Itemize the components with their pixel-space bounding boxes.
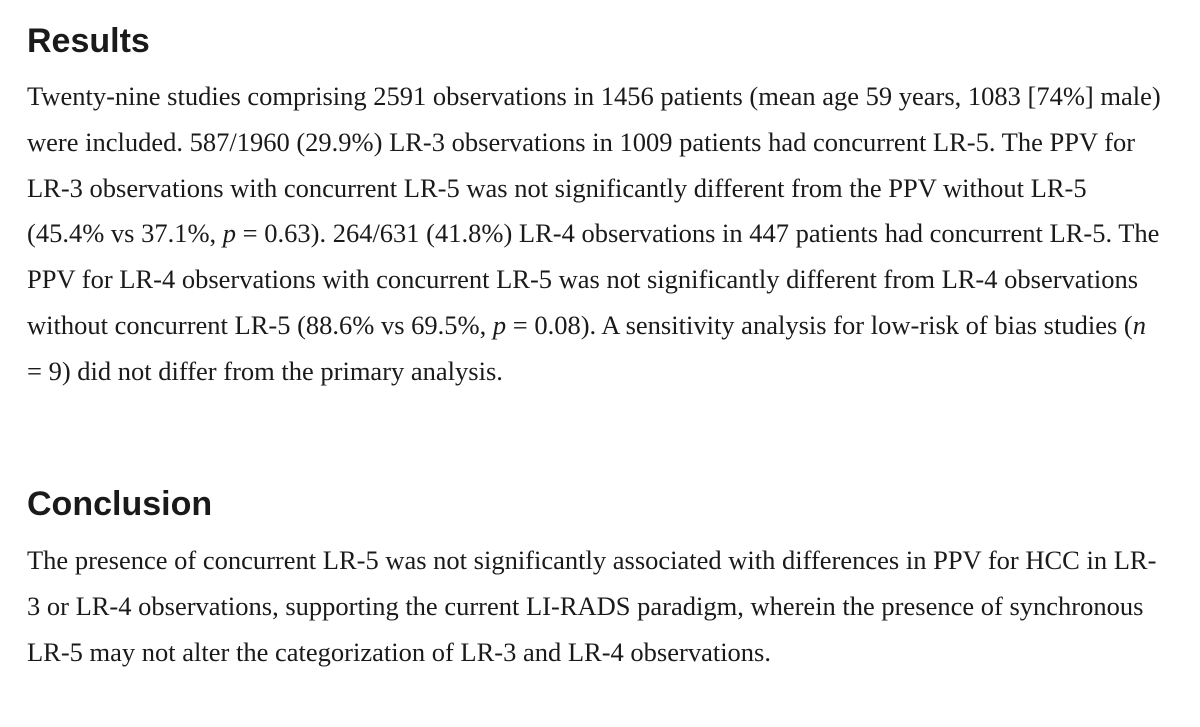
results-text-2: = 0.63). 264/631 (41.8%) LR-4 observatio… [27,218,1160,340]
results-paragraph: Twenty-nine studies comprising 2591 obse… [27,74,1167,395]
results-text-4: = 9) did not differ from the primary ana… [27,355,503,386]
p-value-variable: p [222,218,237,249]
results-heading: Results [27,22,150,60]
n-variable: n [1132,309,1146,340]
conclusion-heading: Conclusion [27,485,213,523]
results-text-3: = 0.08). A sensitivity analysis for low-… [506,309,1133,340]
results-text-1: Twenty-nine studies comprising 2591 obse… [27,81,1161,249]
p-value-variable: p [492,309,507,340]
conclusion-paragraph: The presence of concurrent LR-5 was not … [27,545,1157,667]
